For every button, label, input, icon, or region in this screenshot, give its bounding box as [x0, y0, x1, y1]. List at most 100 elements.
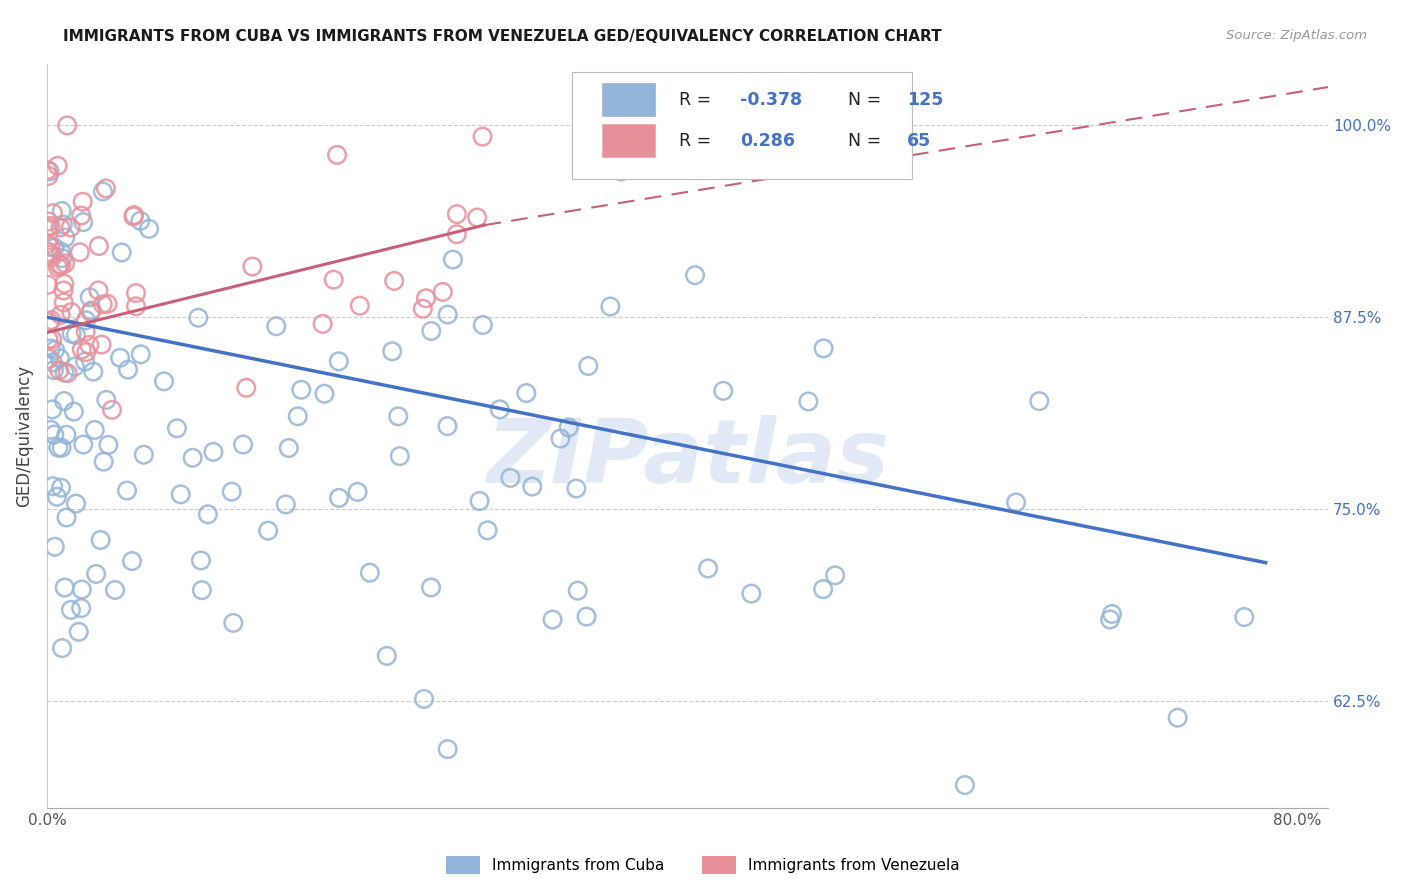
Point [415, 291, 437, 305]
Point [51, 441, 73, 455]
Point [83, 423, 105, 437]
Point [65, 497, 87, 511]
Point [38, 351, 60, 366]
Point [37, 169, 59, 183]
Point [55, 427, 77, 442]
Point [499, 471, 522, 485]
Point [101, 402, 124, 417]
Point [515, 386, 537, 401]
Point [187, 310, 209, 325]
Point [93, 455, 115, 469]
Point [39, 219, 62, 233]
Point [96, 392, 118, 407]
Point [42, 206, 65, 220]
Point [52, 218, 75, 232]
Text: 125: 125 [907, 91, 943, 109]
Point [465, 211, 488, 225]
Point [446, 227, 468, 242]
Point [441, 252, 464, 267]
Point [52, 284, 75, 298]
Point [326, 148, 349, 162]
Point [346, 484, 368, 499]
Point [446, 207, 468, 221]
Point [436, 308, 458, 322]
Point [190, 553, 212, 567]
Point [170, 487, 193, 501]
Point [797, 394, 820, 409]
Point [41, 247, 63, 261]
Point [382, 274, 405, 288]
Point [420, 324, 443, 338]
Point [37, 220, 59, 235]
Text: -0.378: -0.378 [740, 91, 803, 109]
Point [191, 583, 214, 598]
Point [63, 359, 86, 374]
Point [740, 586, 762, 600]
Point [108, 351, 131, 365]
Point [70, 601, 93, 615]
Point [599, 300, 621, 314]
Point [132, 448, 155, 462]
Point [328, 354, 350, 368]
Text: 65: 65 [907, 132, 931, 150]
Text: N =: N = [848, 132, 886, 150]
Point [1167, 711, 1189, 725]
Point [56, 119, 79, 133]
Point [550, 432, 572, 446]
Point [38, 315, 60, 329]
Point [125, 299, 148, 313]
Point [37, 277, 59, 292]
Point [477, 524, 499, 538]
Point [541, 613, 564, 627]
Point [471, 318, 494, 332]
Point [90, 533, 112, 547]
Point [104, 582, 127, 597]
Text: Source: ZipAtlas.com: Source: ZipAtlas.com [1226, 29, 1367, 42]
Y-axis label: GED/Equivalency: GED/Equivalency [15, 365, 32, 508]
Point [39, 313, 62, 327]
Point [38, 214, 60, 228]
Point [567, 583, 589, 598]
Point [60, 326, 83, 341]
FancyBboxPatch shape [602, 83, 655, 116]
Point [683, 268, 706, 283]
Point [576, 359, 599, 373]
Point [121, 554, 143, 568]
Point [75, 313, 97, 327]
Point [359, 566, 381, 580]
Point [49, 481, 72, 495]
Point [37, 332, 59, 346]
Point [153, 375, 176, 389]
Point [824, 568, 846, 582]
Point [87, 239, 110, 253]
Point [115, 483, 138, 498]
Point [82, 365, 104, 379]
Point [44, 540, 66, 554]
Point [468, 494, 491, 508]
Point [51, 258, 73, 272]
Text: 0.286: 0.286 [740, 132, 794, 150]
Point [387, 409, 409, 424]
Point [53, 277, 76, 291]
Point [471, 129, 494, 144]
Text: N =: N = [848, 91, 886, 109]
Point [488, 402, 510, 417]
Point [80, 305, 103, 319]
Point [67, 624, 90, 639]
Point [72, 194, 94, 209]
Point [70, 582, 93, 597]
Point [75, 345, 97, 359]
Point [94, 181, 117, 195]
Point [60, 305, 83, 319]
Point [46, 159, 69, 173]
Point [49, 308, 72, 322]
Point [97, 297, 120, 311]
Point [79, 338, 101, 352]
Point [277, 441, 299, 455]
Point [91, 297, 114, 311]
Point [65, 328, 87, 343]
Point [129, 214, 152, 228]
Point [37, 236, 59, 251]
Point [202, 445, 225, 459]
Point [44, 241, 66, 255]
